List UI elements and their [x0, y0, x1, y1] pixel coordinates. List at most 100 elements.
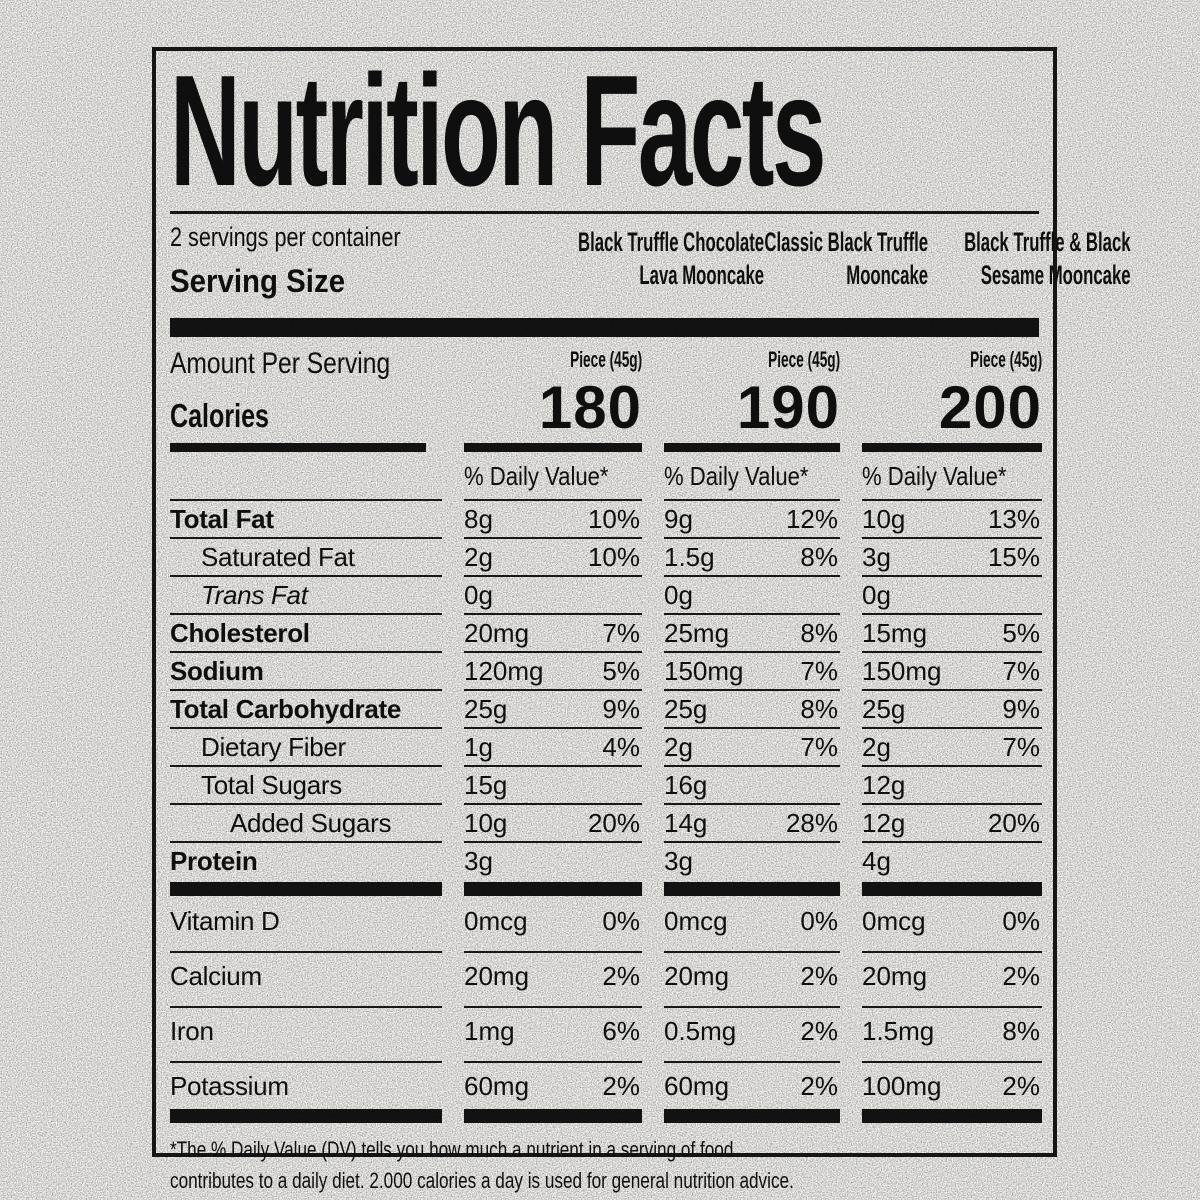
- nutrient-amount: 20mg: [464, 961, 530, 992]
- nutrient-value-cell: 0g: [464, 577, 642, 616]
- nutrient-amount: 25g: [464, 693, 508, 724]
- nutrient-amount: 120mg: [464, 655, 544, 686]
- nutrient-value-cell: 2g 10%: [464, 539, 642, 578]
- nutrient-label: Added Sugars: [170, 805, 442, 844]
- calories-value: 200: [938, 374, 1042, 441]
- product-name-line: Sesame Mooncake: [980, 259, 1131, 290]
- nutrient-amount: 60mg: [464, 1071, 530, 1102]
- calories-value: 180: [538, 374, 642, 441]
- thick-bar: [664, 882, 840, 897]
- nutrient-value-cell: 1g 4%: [464, 729, 642, 768]
- daily-value-percent: 20%: [987, 807, 1040, 838]
- nutrient-amount: 15mg: [862, 617, 928, 648]
- nutrient-value-cell: 16g: [664, 767, 840, 806]
- nutrient-value-cell: 15g: [464, 767, 642, 806]
- nutrient-amount: 2g: [862, 731, 891, 762]
- nutrient-label: Potassium: [170, 1071, 289, 1102]
- daily-value-percent: 8%: [800, 693, 838, 724]
- amount-per-serving-label: Amount Per Serving: [170, 347, 391, 380]
- nutrient-amount: 25g: [862, 693, 906, 724]
- daily-value-header-row: % Daily Value* % Daily Value* % Daily Va…: [170, 452, 1042, 502]
- daily-value-percent: 7%: [1002, 655, 1040, 686]
- daily-value-header-2: % Daily Value*: [664, 452, 840, 502]
- nutrient-row-potassium: Potassium 60mg 2% 60mg 2% 100mg 2%: [170, 1063, 1040, 1106]
- nutrient-amount: 10g: [464, 807, 508, 838]
- nutrition-facts-panel: Nutrition Facts 2 servings per container…: [152, 43, 1131, 1193]
- nutrient-table: Total Fat 8g 10% 9g 12% 10g 13% Saturated Fat 2g…: [170, 501, 1042, 879]
- nutrient-label: Cholesterol: [170, 615, 442, 654]
- nutrient-label: Total Fat: [170, 501, 442, 540]
- nutrient-value-cell: 1mg 6%: [464, 1008, 642, 1064]
- daily-value-percent: 0%: [602, 906, 640, 937]
- nutrient-value-cell: 25mg 8%: [664, 615, 840, 654]
- nutrient-value-cell: 20mg 2%: [862, 953, 1042, 1009]
- thick-bar: [170, 882, 442, 897]
- nutrient-amount: 1.5g: [664, 541, 715, 572]
- nutrient-amount: 15g: [464, 769, 508, 800]
- nutrient-row-total-fat: Total Fat 8g 10% 9g 12% 10g 13%: [170, 501, 1042, 540]
- product-name-line: Classic Black Truffle: [764, 227, 929, 257]
- nutrient-amount: 0.5mg: [664, 1016, 737, 1047]
- serving-size-label: Serving Size: [170, 263, 346, 299]
- daily-value-percent: 7%: [602, 617, 640, 648]
- serving-unit: Piece (45g): [969, 347, 1042, 372]
- thick-bar: [862, 882, 1042, 897]
- daily-value-percent: 2%: [1002, 1071, 1040, 1102]
- nutrient-amount: 25g: [664, 693, 708, 724]
- nutrient-amount: 2g: [464, 541, 493, 572]
- nutrient-amount: 3g: [664, 845, 693, 876]
- nutrient-amount: 2g: [664, 731, 693, 762]
- thick-bar: [464, 882, 642, 897]
- daily-value-percent: 2%: [1002, 961, 1040, 992]
- daily-value-percent: 12%: [785, 503, 838, 534]
- daily-value-percent: 20%: [587, 807, 640, 838]
- nutrient-value-cell: 8g 10%: [464, 501, 642, 540]
- product-name-line: Black Truffle Chocolate: [578, 227, 765, 257]
- calories-cell-1: Piece (45g) 180: [464, 347, 642, 438]
- nutrient-amount: 20mg: [664, 961, 730, 992]
- nutrient-amount: 10g: [862, 503, 906, 534]
- nutrient-row-protein: Protein 3g 3g 4g: [170, 843, 1039, 879]
- nutrient-amount: 16g: [664, 769, 708, 800]
- serving-unit: Piece (45g): [569, 347, 642, 372]
- nutrient-value-cell: 2g 7%: [664, 729, 840, 768]
- nutrient-label: Dietary Fiber: [170, 729, 442, 768]
- footnote-line: contributes to a daily diet. 2.000 calor…: [170, 1167, 794, 1193]
- nutrient-value-cell: 0mcg 0%: [464, 898, 642, 954]
- medium-bar: [170, 443, 426, 453]
- nutrient-amount: 1mg: [464, 1016, 515, 1047]
- nutrient-label: Protein: [170, 845, 258, 876]
- nutrient-label: Saturated Fat: [170, 539, 442, 578]
- nutrient-amount: 25mg: [664, 617, 730, 648]
- nutrient-amount: 20mg: [862, 961, 928, 992]
- nutrient-amount: 12g: [862, 769, 906, 800]
- footnote-line: *The % Daily Value (DV) tells you how mu…: [170, 1137, 734, 1163]
- nutrient-value-cell: 3g: [664, 843, 840, 879]
- calories-cell-2: Piece (45g) 190: [664, 347, 840, 438]
- serving-header-row: 2 servings per container Serving Size Bl…: [170, 214, 1131, 314]
- nutrient-amount: 0mcg: [464, 906, 528, 937]
- calories-value: 190: [736, 374, 840, 441]
- nutrient-row-added-sugars: Added Sugars 10g 20% 14g 28% 12g 20%: [170, 805, 1042, 844]
- nutrient-value-cell: 14g 28%: [664, 805, 840, 844]
- panel-title-text: Nutrition Facts: [170, 43, 826, 219]
- nutrient-amount: 0g: [464, 579, 493, 610]
- thick-separator-bar: [170, 318, 1039, 337]
- nutrient-amount: 0mcg: [862, 906, 926, 937]
- serving-info: 2 servings per container Serving Size: [170, 222, 442, 314]
- daily-value-header-3: % Daily Value*: [862, 452, 1042, 502]
- product-name-line: Lava Mooncake: [639, 259, 765, 290]
- daily-value-header-1: % Daily Value*: [464, 452, 642, 502]
- nutrient-value-cell: 120mg 5%: [464, 653, 642, 692]
- nutrient-amount: 150mg: [664, 655, 744, 686]
- bottom-separator-bars: [170, 1109, 1042, 1124]
- nutrient-row-total-carbohydrate: Total Carbohydrate 25g 9% 25g 8% 25g 9%: [170, 691, 1042, 730]
- medium-bar: [664, 443, 840, 453]
- nutrient-row-dietary-fiber: Dietary Fiber 1g 4% 2g 7% 2g 7%: [170, 729, 1042, 768]
- daily-value-percent: 7%: [800, 731, 838, 762]
- nutrient-amount: 0mcg: [664, 906, 728, 937]
- nutrient-amount: 0g: [862, 579, 891, 610]
- nutrient-value-cell: 150mg 7%: [664, 653, 840, 692]
- nutrient-value-cell: 0.5mg 2%: [664, 1008, 840, 1064]
- nutrient-value-cell: 20mg 2%: [664, 953, 840, 1009]
